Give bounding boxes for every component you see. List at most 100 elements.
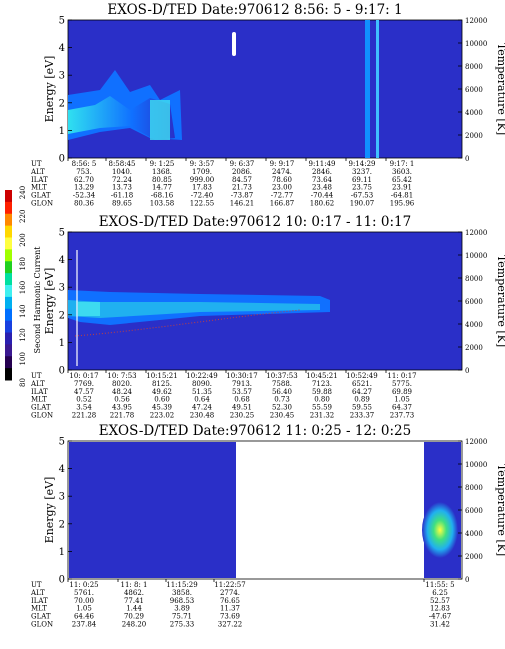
orbit-table-cell: 10:30:17 (226, 372, 257, 380)
orbit-table-cell: 70.29 (124, 613, 144, 621)
orbit-table-cell: 999.00 (190, 176, 215, 184)
orbit-table-cell: 146.21 (230, 200, 255, 208)
y-tick-label: 0 (59, 575, 65, 586)
orbit-row-label: GLON (31, 200, 53, 208)
y-tick-label: 1 (59, 126, 65, 137)
orbit-table-cell: 13.29 (74, 184, 94, 192)
orbit-table-cell: 7769. (74, 380, 94, 388)
panel-1-plot-area (67, 19, 463, 159)
orbit-table-cell: 7913. (232, 380, 252, 388)
orbit-table-cell: 0.80 (314, 396, 330, 404)
orbit-table-cell: 8:58:45 (109, 160, 136, 168)
y2-tick-label: 10000 (465, 461, 487, 469)
orbit-table-cell: 7123. (312, 380, 332, 388)
orbit-table-cell: 13.73 (112, 184, 132, 192)
orbit-table-cell: 4862. (124, 589, 144, 597)
orbit-table-cell: 327.22 (218, 621, 243, 629)
colorbar-swatch (5, 332, 12, 345)
orbit-table-cell: 122.55 (190, 200, 215, 208)
y2-tick-label: 2000 (465, 132, 483, 140)
orbit-table-cell: -64.81 (391, 192, 413, 200)
orbit-table-cell: 2086. (232, 168, 252, 176)
orbit-table-cell: 0.56 (114, 396, 130, 404)
y2-tick-label: 0 (465, 155, 469, 163)
orbit-table-cell: 166.87 (270, 200, 295, 208)
orbit-table-cell: 21.73 (232, 184, 252, 192)
y-tick-label: 2 (59, 519, 65, 530)
orbit-table-cell: 47.24 (192, 404, 213, 412)
colorbar-ticks: 240 220 200 180 160 140 120 100 80 (19, 186, 27, 387)
orbit-table-cell: 9: 3:57 (190, 160, 215, 168)
orbit-table-cell: 10:52:49 (346, 372, 377, 380)
y-tick-label: 5 (59, 437, 65, 448)
orbit-table-cell: 76.65 (220, 597, 240, 605)
orbit-table-cell: 45.39 (152, 404, 172, 412)
orbit-row-label: ALT (30, 589, 45, 597)
panel-2-ylabel: Energy [eV] (43, 268, 56, 335)
orbit-row-label: MLT (31, 184, 47, 192)
orbit-table-cell: 43.95 (112, 404, 132, 412)
orbit-table-cell: 59.88 (312, 388, 332, 396)
orbit-table-cell: 49.62 (152, 388, 172, 396)
orbit-table-cell: 9: 1:25 (150, 160, 175, 168)
orbit-table-cell: 47.57 (74, 388, 94, 396)
colorbar-tick-label: 80 (19, 378, 27, 387)
orbit-table-cell: -52.34 (73, 192, 96, 200)
panel-2-y2label: Temperature [K] (495, 255, 505, 347)
colorbar-swatch (5, 249, 12, 262)
colorbar-tick-label: 200 (19, 233, 27, 246)
orbit-table-cell: 8:56: 5 (72, 160, 97, 168)
orbit-table-cell: -67.53 (351, 192, 373, 200)
colorbar-tick-label: 160 (19, 281, 27, 294)
orbit-table-cell: 59.55 (352, 404, 372, 412)
colorbar-swatch (5, 344, 12, 357)
orbit-row-label: ALT (30, 168, 45, 176)
orbit-table-cell: 49.51 (232, 404, 252, 412)
panel-3-title: EXOS-D/TED Date:970612 11: 0:25 - 12: 0:… (99, 423, 411, 439)
orbit-table-cell: 52.30 (272, 404, 292, 412)
orbit-table-cell: 237.84 (72, 621, 97, 629)
panel-1-y2label: Temperature [K] (495, 43, 505, 135)
orbit-row-label: UT (31, 160, 42, 168)
orbit-table-cell: 1.05 (394, 396, 410, 404)
orbit-table-cell: 73.64 (312, 176, 333, 184)
colorbar-label: Second Harmonic Current (33, 246, 42, 354)
orbit-table-cell: 73.69 (220, 613, 240, 621)
orbit-table-cell: 72.24 (112, 176, 133, 184)
panel-2-ion-features (68, 250, 330, 366)
orbit-table-cell: 69.89 (392, 388, 412, 396)
y-tick-label: 0 (59, 366, 65, 377)
orbit-table-cell: 70.00 (74, 597, 94, 605)
y-tick-label: 3 (59, 71, 65, 82)
orbit-table-cell: 64.27 (352, 388, 372, 396)
orbit-table-cell: 0.60 (154, 396, 170, 404)
orbit-table-cell: 62.70 (74, 176, 94, 184)
colorbar: 240 220 200 180 160 140 120 100 80 Second Harmon… (5, 186, 42, 387)
colorbar-swatch (5, 237, 12, 250)
orbit-table-cell: 64.46 (74, 613, 95, 621)
orbit-table-cell: 10:22:49 (186, 372, 217, 380)
orbit-table-cell: 231.32 (310, 412, 335, 420)
panel-1-ylabel: Energy [eV] (43, 56, 56, 123)
y-tick-label: 5 (59, 16, 65, 27)
y-tick-label: 3 (59, 283, 65, 294)
y-tick-label: 3 (59, 492, 65, 503)
orbit-table-cell: 7588. (272, 380, 292, 388)
colorbar-tick-label: 100 (19, 352, 27, 365)
orbit-table-cell: 51.35 (192, 388, 212, 396)
orbit-table-cell: 1.05 (76, 605, 92, 613)
y2-tick-label: 8000 (465, 63, 483, 71)
orbit-table-cell: 180.62 (310, 200, 335, 208)
y2-tick-label: 10000 (465, 252, 487, 260)
y-tick-label: 4 (59, 464, 65, 475)
orbit-table-cell: 1040. (112, 168, 132, 176)
orbit-row-label: GLAT (31, 613, 51, 621)
y2-tick-label: 10000 (465, 40, 487, 48)
colorbar-swatch (5, 225, 12, 238)
orbit-table-cell: 223.02 (150, 412, 175, 420)
colorbar-swatch (5, 261, 12, 274)
orbit-table-cell: -61.18 (111, 192, 133, 200)
colorbar-swatch (5, 273, 12, 286)
orbit-table-cell: -70.44 (311, 192, 334, 200)
